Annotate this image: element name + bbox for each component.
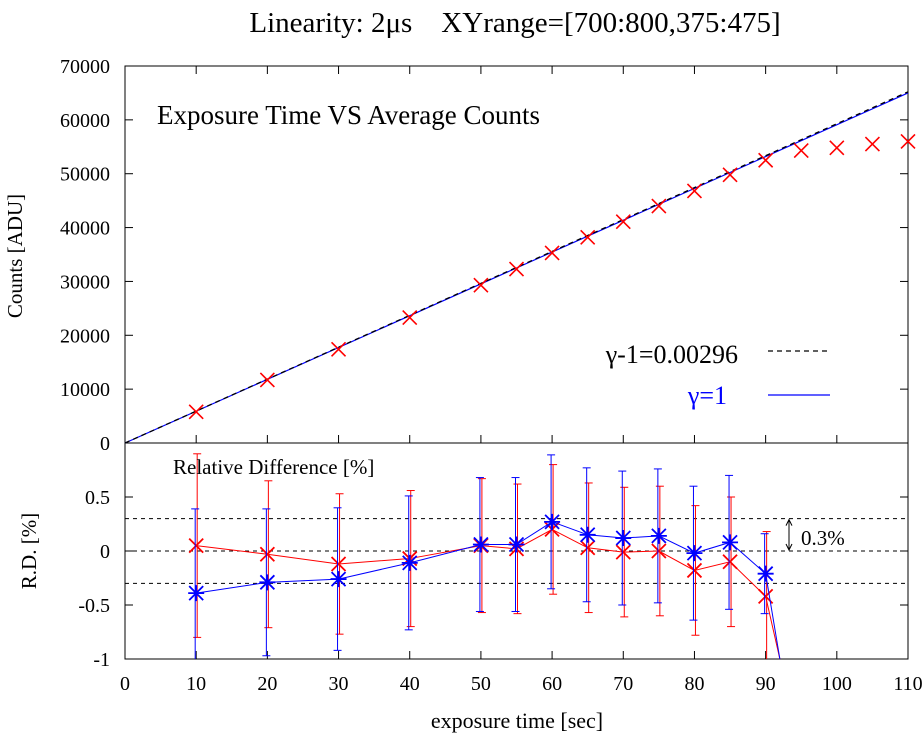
x-tick-label: 0 <box>120 673 130 695</box>
rd-point-blue <box>686 545 703 562</box>
x-tick-label: 70 <box>613 673 633 695</box>
rd-point-red <box>259 546 276 562</box>
y-tick-label-bottom: -0.5 <box>78 595 110 617</box>
y-tick-label-top: 70000 <box>60 56 110 78</box>
rd-point-blue <box>188 585 205 602</box>
y-tick-label-top: 50000 <box>60 164 110 186</box>
rd-point-blue <box>401 554 418 571</box>
rd-series-line <box>196 521 781 660</box>
x-tick-label: 10 <box>186 673 206 695</box>
rd-point-red <box>722 554 738 570</box>
lower-panel-title: Relative Difference [%] <box>173 455 374 479</box>
x-tick-label: 100 <box>822 673 852 695</box>
legend-label-dashed: γ-1=0.00296 <box>605 340 738 369</box>
rd-point-blue <box>544 513 561 530</box>
y-tick-label-top: 60000 <box>60 110 110 132</box>
rd-point-blue <box>330 571 347 588</box>
x-tick-label: 20 <box>257 673 277 695</box>
x-tick-label: 80 <box>684 673 704 695</box>
x-tick-label: 40 <box>400 673 420 695</box>
y-tick-label-bottom: 0 <box>100 541 110 563</box>
y-tick-label-bottom: -1 <box>93 649 110 671</box>
rd-point-blue <box>259 574 276 591</box>
rd-point-red <box>686 562 703 579</box>
data-point-counts <box>330 341 347 357</box>
data-point-counts <box>651 198 667 214</box>
data-point-counts <box>686 183 703 199</box>
rd-point-red <box>330 556 347 572</box>
data-point-counts <box>259 372 275 388</box>
y-axis-label-top: Counts [ADU] <box>3 194 27 318</box>
data-point-counts <box>722 167 738 183</box>
rd-point-blue <box>615 530 632 547</box>
fit-line-gamma-fit <box>124 91 909 444</box>
data-point-counts <box>758 152 774 168</box>
rd-point-blue <box>579 526 596 543</box>
rd-point-blue <box>757 565 774 582</box>
data-point-counts <box>793 142 809 159</box>
y-tick-label-bottom: 0.5 <box>85 487 110 509</box>
data-point-counts <box>188 404 204 420</box>
x-tick-label: 110 <box>893 673 922 695</box>
y-tick-label-top: 40000 <box>60 218 110 240</box>
rd-point-blue <box>650 527 667 544</box>
chart-title: Linearity: 2μs XYrange=[700:800,375:475] <box>249 7 780 39</box>
band-annotation: 0.3% <box>801 526 845 550</box>
rd-point-blue <box>722 534 739 551</box>
y-tick-label-top: 0 <box>100 433 110 455</box>
data-point-counts <box>473 277 489 293</box>
data-point-counts <box>864 136 880 152</box>
y-tick-label-top: 10000 <box>60 379 110 401</box>
rd-point-blue <box>508 536 525 553</box>
rd-point-red <box>615 544 631 560</box>
rd-series-line <box>196 528 781 660</box>
data-point-counts <box>508 261 525 277</box>
x-tick-label: 30 <box>329 673 349 695</box>
rd-point-red <box>188 537 204 554</box>
x-tick-label: 50 <box>471 673 491 695</box>
data-point-counts <box>402 309 418 326</box>
data-point-counts <box>615 214 631 230</box>
y-axis-label-bottom: R.D. [%] <box>17 513 41 589</box>
inner-title: Exposure Time VS Average Counts <box>157 100 540 130</box>
rd-point-blue <box>472 536 489 553</box>
rd-point-red <box>580 540 596 556</box>
data-point-counts <box>900 133 916 149</box>
band-arrow-head-up <box>785 518 793 526</box>
data-point-counts <box>580 229 596 245</box>
x-axis-label: exposure time [sec] <box>431 708 603 733</box>
data-point-counts <box>829 140 845 156</box>
y-tick-label-top: 30000 <box>60 271 110 293</box>
y-tick-label-top: 20000 <box>60 325 110 347</box>
legend-label-solid: γ=1 <box>687 381 727 410</box>
data-point-counts <box>544 245 560 261</box>
band-arrow-head-down <box>785 543 793 552</box>
x-tick-label: 60 <box>542 673 562 695</box>
x-tick-label: 90 <box>756 673 776 695</box>
rd-point-red <box>651 543 667 559</box>
